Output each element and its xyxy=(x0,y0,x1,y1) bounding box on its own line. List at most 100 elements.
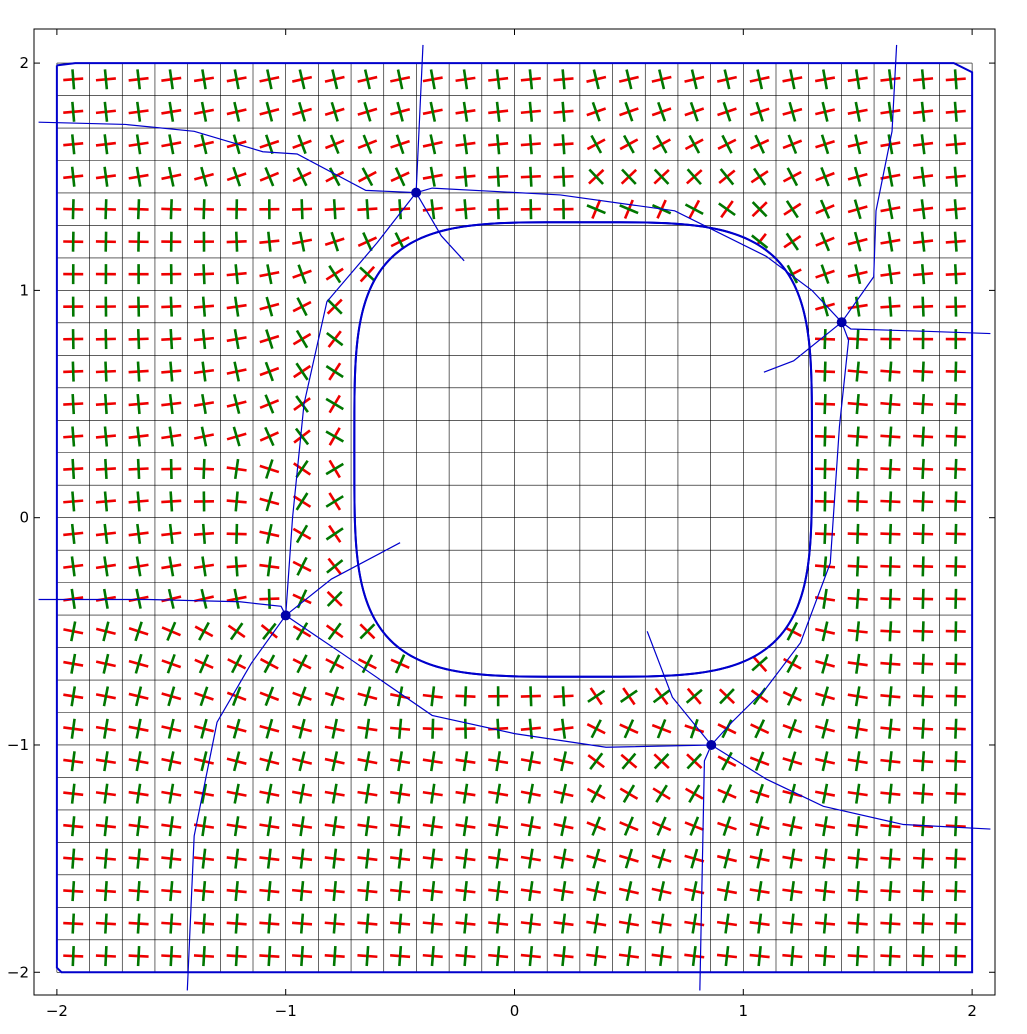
cross-arm-green xyxy=(429,166,436,187)
cross-glyph xyxy=(913,101,934,122)
cross-arm-green xyxy=(429,69,436,90)
cross-glyph xyxy=(293,362,312,381)
cross-arm-green xyxy=(789,816,796,837)
cross-arm-green xyxy=(856,491,860,512)
cross-arm-green xyxy=(136,69,142,90)
cross-glyph xyxy=(520,199,541,220)
cross-glyph xyxy=(63,621,84,642)
cross-arm-green xyxy=(168,816,174,837)
cross-arm-green xyxy=(136,848,141,869)
cross-arm-green xyxy=(953,816,958,837)
cross-glyph xyxy=(324,945,345,967)
cross-arm-green xyxy=(103,426,109,447)
cross-glyph xyxy=(128,588,149,609)
cross-glyph xyxy=(324,101,345,122)
cross-arm-green xyxy=(590,784,603,804)
cross-glyph xyxy=(194,686,214,707)
cross-glyph xyxy=(161,296,182,317)
cross-glyph xyxy=(357,686,378,707)
cross-arm-green xyxy=(234,231,239,252)
cross-glyph xyxy=(847,264,868,285)
cross-arm-green xyxy=(657,848,666,869)
cross-glyph xyxy=(847,458,868,480)
cross-arm-green xyxy=(689,816,700,836)
cross-arm-green xyxy=(755,101,764,122)
cross-arm-green xyxy=(463,881,468,902)
cross-glyph xyxy=(553,199,574,220)
cross-arm-green xyxy=(365,945,370,967)
cross-arm-green xyxy=(265,101,274,122)
cross-glyph xyxy=(945,653,966,674)
cross-arm-green xyxy=(234,945,239,967)
cross-arm-green xyxy=(135,101,142,122)
cross-glyph xyxy=(259,783,280,804)
cross-arm-green xyxy=(202,458,206,480)
cross-arm-green xyxy=(785,200,799,219)
cross-arm-green xyxy=(887,101,894,122)
cross-arm-green xyxy=(430,913,436,934)
cross-glyph xyxy=(520,816,541,837)
cross-glyph xyxy=(749,751,770,772)
cross-glyph xyxy=(291,231,313,252)
cross-glyph xyxy=(161,751,182,772)
cross-glyph xyxy=(259,945,280,967)
cross-glyph xyxy=(128,491,149,512)
cross-arm-green xyxy=(622,784,636,803)
cross-glyph xyxy=(161,718,182,739)
cross-glyph xyxy=(325,167,345,187)
cross-arm-green xyxy=(330,686,340,707)
cross-glyph xyxy=(128,523,149,545)
cross-arm-green xyxy=(363,101,372,122)
cross-arm-green xyxy=(429,101,437,122)
cross-arm-green xyxy=(787,134,798,155)
cross-glyph xyxy=(620,752,638,770)
cross-glyph xyxy=(227,622,246,641)
cross-arm-green xyxy=(361,654,374,674)
cross-arm-green xyxy=(821,686,830,707)
cross-arm-green xyxy=(103,881,108,902)
cross-glyph xyxy=(652,134,671,154)
cross-glyph xyxy=(63,329,84,350)
cross-arm-green xyxy=(168,101,175,122)
cross-glyph xyxy=(226,523,247,544)
cross-arm-green xyxy=(363,69,371,90)
cross-arm-green xyxy=(136,426,142,447)
cross-arm-green xyxy=(854,751,861,772)
cross-glyph xyxy=(95,264,116,285)
cross-glyph xyxy=(357,69,378,90)
cross-glyph xyxy=(95,816,116,837)
cross-glyph xyxy=(619,134,639,154)
cross-glyph xyxy=(259,394,280,414)
cross-arm-green xyxy=(719,168,735,186)
cross-glyph xyxy=(814,913,836,934)
cross-arm-green xyxy=(953,166,958,187)
cross-arm-green xyxy=(169,296,173,317)
cross-arm-green xyxy=(853,199,862,220)
cross-glyph xyxy=(324,783,345,804)
separatrix-curve xyxy=(415,44,424,193)
cross-arm-green xyxy=(298,751,306,772)
cross-glyph xyxy=(945,361,966,382)
cross-arm-green xyxy=(527,783,535,804)
cross-glyph xyxy=(292,329,312,349)
cross-arm-green xyxy=(397,751,404,772)
cross-arm-green xyxy=(921,588,925,609)
cross-glyph xyxy=(684,69,705,90)
cross-glyph xyxy=(95,848,116,869)
cross-glyph xyxy=(63,199,84,220)
cross-glyph xyxy=(128,296,149,317)
cross-glyph xyxy=(586,848,607,869)
cross-glyph xyxy=(193,426,215,447)
cross-arm-green xyxy=(71,101,76,122)
cross-arm-green xyxy=(953,69,958,90)
cross-glyph xyxy=(913,296,934,317)
cross-arm-green xyxy=(921,653,925,674)
cross-glyph xyxy=(586,913,607,934)
cross-arm-green xyxy=(136,361,141,382)
cross-arm-green xyxy=(921,718,926,739)
cross-arm-green xyxy=(103,393,108,415)
cross-arm-green xyxy=(103,69,109,90)
cross-arm-green xyxy=(820,264,830,285)
x-tick-label: 1 xyxy=(739,1002,749,1020)
separatrix-curve xyxy=(710,744,991,830)
